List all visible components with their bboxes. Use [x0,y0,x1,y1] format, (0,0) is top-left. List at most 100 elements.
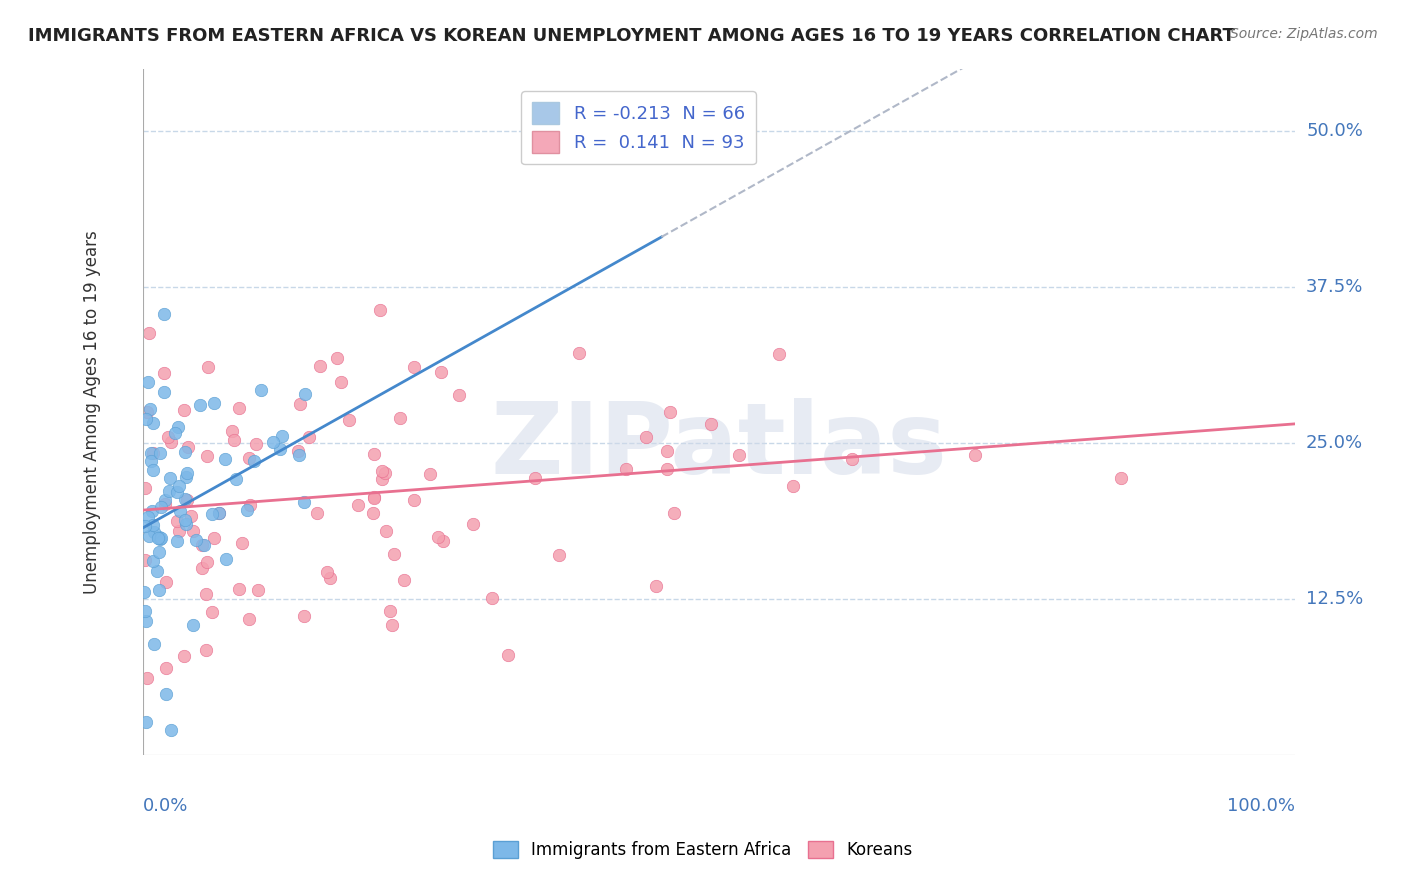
Point [153,497,176,511]
Point [449,388,471,402]
Point [616,462,638,476]
Point [148,544,170,558]
Point [142,525,165,540]
Point [138,529,160,543]
Point [481,591,503,605]
Point [202,531,225,545]
Point [363,447,385,461]
Text: Source: ZipAtlas.com: Source: ZipAtlas.com [1230,27,1378,41]
Point [152,366,174,380]
Text: 100.0%: 100.0% [1226,797,1295,814]
Point [142,463,165,477]
Point [136,510,159,524]
Point [419,467,441,482]
Point [655,462,678,476]
Legend: R = -0.213  N = 66, R =  0.141  N = 93: R = -0.213 N = 66, R = 0.141 N = 93 [522,91,755,164]
Point [152,307,174,321]
Point [262,435,284,450]
Point [225,472,247,486]
Point [768,347,790,361]
Point [173,649,195,664]
Point [136,375,159,389]
Point [148,530,170,544]
Point [174,513,197,527]
Point [155,688,177,702]
Point [547,548,569,562]
Point [371,472,394,486]
Text: 50.0%: 50.0% [1306,122,1362,140]
Point [191,538,214,552]
Point [166,514,188,528]
Point [139,454,162,468]
Point [392,573,415,587]
Point [141,503,163,517]
Text: Unemployment Among Ages 16 to 19 years: Unemployment Among Ages 16 to 19 years [83,230,100,594]
Point [297,430,319,444]
Point [404,359,426,374]
Text: 25.0%: 25.0% [1306,434,1364,452]
Point [292,609,315,624]
Point [245,437,267,451]
Point [375,524,398,538]
Point [208,506,231,520]
Point [841,452,863,467]
Point [188,398,211,412]
Point [228,582,250,596]
Point [160,434,183,449]
Point [148,583,170,598]
Point [135,671,157,685]
Point [389,410,412,425]
Point [201,507,224,521]
Point [657,443,679,458]
Point [146,564,169,578]
Point [228,401,250,416]
Point [319,571,342,585]
Point [134,553,156,567]
Point [156,430,179,444]
Point [243,454,266,468]
Point [149,446,172,460]
Point [134,482,156,496]
Point [197,359,219,374]
Point [363,491,385,505]
Point [382,547,405,561]
Point [294,387,316,401]
Point [135,715,157,730]
Point [222,433,245,447]
Point [160,723,183,738]
Text: 0.0%: 0.0% [143,797,188,814]
Point [159,470,181,484]
Point [496,648,519,663]
Text: ZIPatlas: ZIPatlas [491,398,948,495]
Point [142,518,165,533]
Point [374,467,396,481]
Point [201,605,224,619]
Point [166,534,188,549]
Point [330,376,353,390]
Point [238,612,260,626]
Point [177,440,200,454]
Point [166,485,188,500]
Point [699,417,721,431]
Point [176,516,198,531]
Point [292,495,315,509]
Point [634,430,657,444]
Point [176,492,198,507]
Point [1109,471,1132,485]
Point [135,411,157,425]
Text: 37.5%: 37.5% [1306,278,1364,296]
Point [143,637,166,651]
Point [239,498,262,512]
Point [247,583,270,598]
Point [337,413,360,427]
Point [142,416,165,430]
Point [139,402,162,417]
Point [191,561,214,575]
Point [194,643,217,657]
Point [371,464,394,478]
Point [727,448,749,462]
Point [180,509,202,524]
Point [287,444,309,458]
Point [381,618,404,632]
Point [150,531,173,545]
